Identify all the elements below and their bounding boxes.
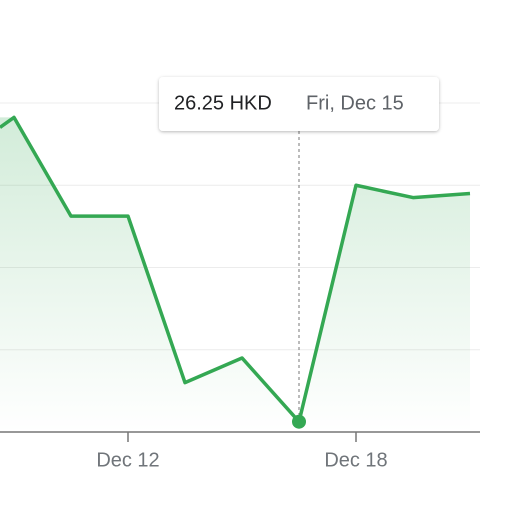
tooltip-box	[159, 77, 439, 131]
line	[0, 115, 471, 424]
hover-point	[292, 414, 306, 429]
area	[0, 117, 470, 433]
x-tick-label: Dec 12	[96, 449, 159, 471]
tooltip-value: 26.25 HKD	[174, 92, 272, 114]
x-tick-label: Dec 18	[324, 449, 387, 471]
tooltip-date: Fri, Dec 15	[306, 92, 404, 114]
